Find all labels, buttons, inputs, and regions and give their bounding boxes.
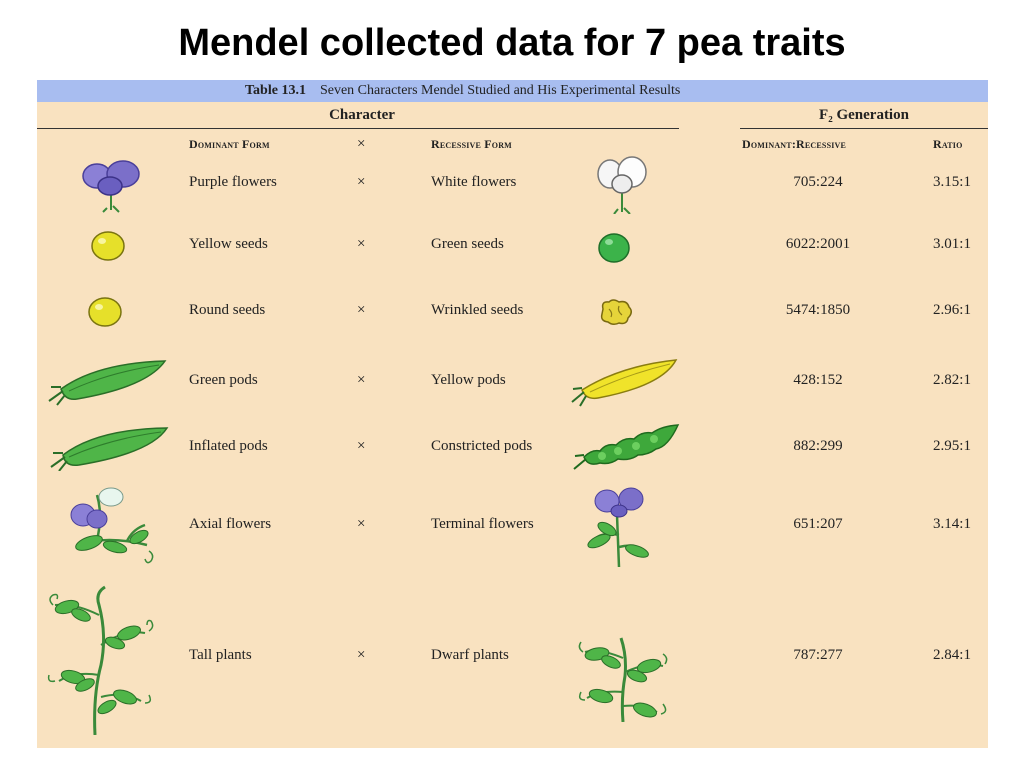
table-number: Table 13.1 [245, 83, 306, 98]
cross-symbol: × [357, 438, 366, 454]
counts-cell: 5474:1850 [785, 302, 851, 318]
cross-symbol: × [357, 372, 366, 388]
slide-title: Mendel collected data for 7 pea traits [178, 22, 846, 64]
character-underline [37, 128, 679, 129]
axial-flowers-icon [70, 487, 154, 564]
ratio-cell: 2.84:1 [933, 647, 971, 663]
ratio-cell: 2.96:1 [933, 302, 971, 318]
dominant-form-cell: Axial flowers [189, 516, 272, 532]
recessive-form-cell: Dwarf plants [431, 647, 509, 663]
cross-symbol: × [357, 302, 366, 318]
counts-cell: 651:207 [793, 516, 843, 532]
col-header-cross: × [357, 136, 366, 152]
cross-symbol: × [357, 516, 366, 532]
inflated-pod-icon [50, 427, 169, 471]
yellow-seed-icon [91, 231, 125, 261]
green-pod-icon [48, 360, 167, 406]
recessive-form-cell: Constricted pods [431, 438, 533, 454]
cross-symbol: × [357, 236, 366, 252]
counts-cell: 428:152 [793, 372, 843, 388]
recessive-form-cell: White flowers [431, 174, 517, 190]
recessive-form-cell: Wrinkled seeds [431, 302, 524, 318]
table-panel: Table 13.1 Seven Characters Mendel Studie… [37, 80, 988, 748]
table-caption-text: Seven Characters Mendel Studied and His … [319, 83, 681, 98]
table-caption: Table 13.1 Seven Characters Mendel Studie… [37, 80, 988, 102]
dominant-form-cell: Yellow seeds [189, 236, 268, 252]
group-header-f2: F₂ Generation [819, 107, 909, 123]
dominant-form-cell: Inflated pods [189, 438, 268, 454]
col-header-recessive: Recessive Form [431, 137, 512, 151]
constricted-pod-icon [573, 424, 680, 470]
recessive-form-cell: Yellow pods [431, 372, 506, 388]
dominant-form-cell: Green pods [189, 372, 258, 388]
cross-symbol: × [357, 647, 366, 663]
round-seed-icon [88, 297, 122, 327]
counts-cell: 882:299 [793, 438, 843, 454]
terminal-flowers-icon [587, 487, 649, 567]
wrinkled-seed-icon [600, 299, 632, 326]
ratio-cell: 3.15:1 [933, 174, 971, 190]
dominant-form-cell: Purple flowers [189, 174, 277, 190]
f2-underline [740, 128, 988, 129]
yellow-pod-icon [571, 359, 678, 407]
green-seed-icon [598, 233, 630, 263]
counts-cell: 705:224 [793, 174, 843, 190]
ratio-cell: 3.14:1 [933, 516, 971, 532]
ratio-cell: 2.82:1 [933, 372, 971, 388]
ratio-cell: 2.95:1 [933, 438, 971, 454]
tall-plant-icon [47, 585, 154, 735]
dominant-form-cell: Tall plants [189, 647, 252, 663]
dwarf-plant-icon [578, 637, 668, 722]
ratio-cell: 3.01:1 [933, 236, 971, 252]
col-header-dominant: Dominant Form [189, 137, 270, 151]
col-header-counts: Dominant:Recessive [742, 137, 847, 151]
dominant-form-cell: Round seeds [189, 302, 266, 318]
recessive-form-cell: Terminal flowers [431, 516, 534, 532]
purple-flower-icon [82, 160, 140, 213]
col-header-ratio: Ratio [933, 137, 963, 151]
white-flower-icon [597, 156, 647, 214]
recessive-form-cell: Green seeds [431, 236, 504, 252]
group-header-character: Character [329, 107, 395, 123]
cross-symbol: × [357, 174, 366, 190]
counts-cell: 787:277 [793, 647, 843, 663]
counts-cell: 6022:2001 [785, 236, 851, 252]
